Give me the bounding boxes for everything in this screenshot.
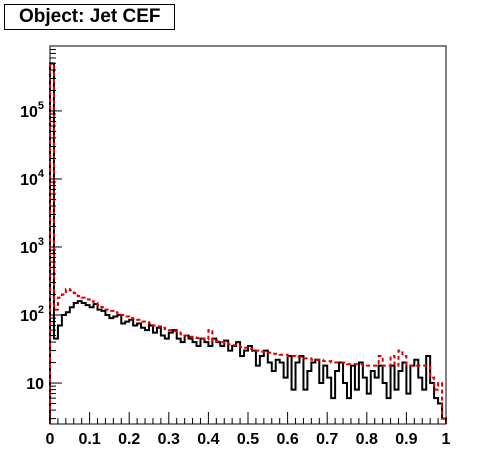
series-dashed-red-line [49, 63, 447, 424]
x-tick-label: 0.7 [316, 431, 338, 448]
x-tick-label: 1 [442, 431, 451, 448]
y-tick-label: 105 [20, 100, 44, 121]
x-tick-label: 0.3 [158, 431, 180, 448]
y-axis: 10 102 103 104 105 [20, 45, 62, 420]
x-tick-label: 0.4 [197, 431, 219, 448]
x-tick-label: 0.1 [78, 431, 100, 448]
series-solid-black-line [49, 62, 447, 424]
x-tick-label: 0 [46, 431, 55, 448]
x-axis: 0 0.1 0.2 0.3 0.4 0.5 0.6 0.7 0.8 0.9 1 [46, 412, 451, 448]
x-tick-label: 0.8 [356, 431, 378, 448]
x-tick-label: 0.2 [118, 431, 140, 448]
y-tick-label: 10 [26, 376, 44, 393]
plot-frame [49, 45, 447, 425]
y-tick-label: 103 [20, 236, 44, 257]
chart-title: Object: Jet CEF [4, 4, 176, 30]
x-tick-label: 0.6 [276, 431, 298, 448]
series-layer [49, 62, 447, 424]
x-tick-label: 0.9 [395, 431, 417, 448]
y-tick-label: 104 [20, 168, 45, 189]
y-tick-label: 102 [20, 304, 44, 325]
x-tick-label: 0.5 [237, 431, 259, 448]
